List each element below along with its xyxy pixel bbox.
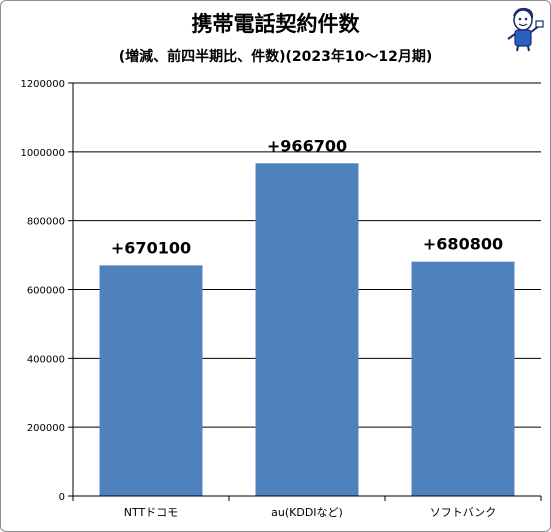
chart-subtitle: (増減、前四半期比、件数)(2023年10～12月期) xyxy=(118,49,433,65)
chart-title: 携帯電話契約件数 xyxy=(191,12,360,36)
data-label: +966700 xyxy=(267,136,347,155)
y-tick-label: 800000 xyxy=(27,217,65,228)
x-category-label: ソフトバンク xyxy=(430,506,497,519)
data-label: +680800 xyxy=(423,235,503,254)
bar xyxy=(99,265,203,496)
y-tick-label: 200000 xyxy=(27,423,65,434)
reporter-mascot-icon xyxy=(503,6,545,52)
x-category-label: NTTドコモ xyxy=(124,506,178,519)
x-category-label: au(KDDIなど) xyxy=(271,506,343,519)
y-tick-label: 0 xyxy=(59,492,65,503)
bar xyxy=(411,261,515,496)
y-tick-label: 1200000 xyxy=(20,79,65,90)
bar xyxy=(255,163,359,497)
y-tick-label: 600000 xyxy=(27,286,65,297)
data-label: +670100 xyxy=(111,238,191,257)
y-tick-label: 1000000 xyxy=(20,148,65,159)
y-tick-label: 400000 xyxy=(27,354,65,365)
